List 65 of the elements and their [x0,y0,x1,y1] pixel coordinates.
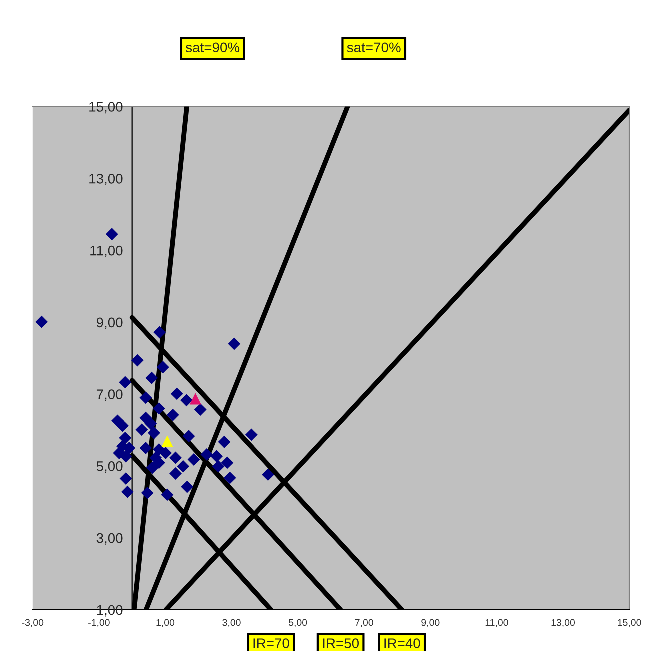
point [212,460,225,473]
x-tick-label: 13,00 [552,619,576,628]
point [262,468,274,482]
point [121,486,134,498]
x-tick-label: -3,00 [22,619,44,628]
point [221,456,234,470]
x-tick-label: 11,00 [486,619,508,628]
text: sat=70% [347,42,401,53]
point [140,392,152,404]
y-tick-label: 11,00 [90,246,123,258]
point [152,402,166,415]
point [116,420,129,432]
point [224,472,236,484]
point [182,430,196,443]
x-tick-label: -1,00 [88,619,110,628]
point [120,472,132,485]
point [141,486,154,500]
point [131,354,144,367]
point [170,468,182,480]
point [146,372,158,384]
x-tick-label: 3,00 [222,619,241,628]
point [170,388,184,400]
point [218,436,231,448]
point [146,462,159,474]
point [136,424,148,436]
point [119,432,132,444]
point [194,404,207,416]
x-tick-label: 7,00 [355,619,374,628]
x-tick-label: 9,00 [422,619,440,628]
point [190,393,202,405]
x-tick-label: 5,00 [288,619,308,628]
point [162,436,174,448]
y-tick-label: 13,00 [90,174,123,186]
point [200,448,214,461]
x-tick-label: 1,00 [156,619,175,628]
point [154,326,166,339]
point [106,228,118,241]
point [160,447,172,460]
point [181,480,194,494]
annotation: IR=70 [254,638,290,648]
x-tick-label: 15,00 [618,619,642,628]
y-tick-label: 3,00 [96,533,123,545]
annotation: IR=40 [384,638,420,648]
point [140,442,152,454]
point [210,450,224,463]
point [120,450,132,463]
point [166,408,180,422]
y-tick-label: 9,00 [96,318,123,330]
point [228,338,241,350]
point [180,394,193,407]
point [245,428,258,442]
point [156,361,170,374]
point [161,488,174,502]
y-tick-label: 7,00 [96,390,123,402]
point [170,452,182,464]
y-tick-label: 15,00 [90,102,123,114]
point [188,454,200,466]
point [144,418,158,430]
point [148,426,160,440]
point [177,460,190,473]
point [119,376,132,389]
y-tick-label: 5,00 [96,462,123,474]
point [36,316,48,328]
text: sat=90% [186,42,240,53]
annotation: IR=50 [323,638,359,648]
